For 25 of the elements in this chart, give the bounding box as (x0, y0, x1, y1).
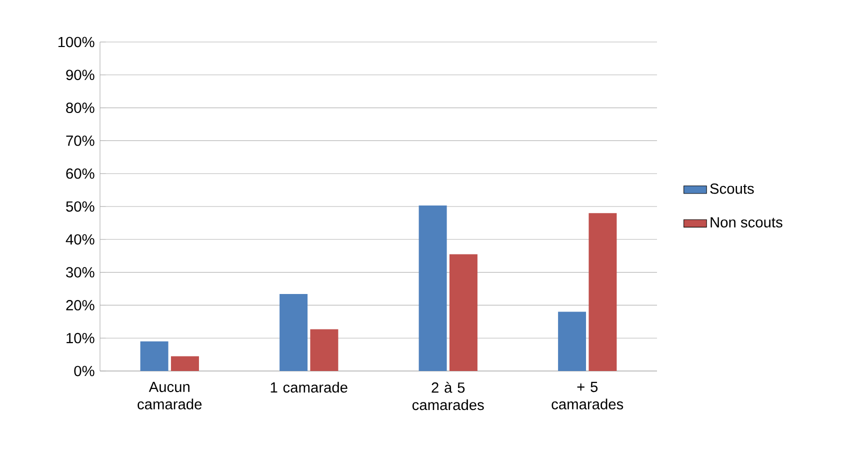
y-tick-label: 70% (66, 136, 94, 146)
y-tick-label: 60% (66, 168, 94, 179)
bar (558, 312, 586, 371)
legend-label: Non scouts (710, 217, 782, 228)
bar (280, 294, 308, 371)
x-tick-label: 2 à 5 camarades (412, 382, 484, 410)
bar (449, 254, 478, 371)
y-tick-label: 100% (58, 36, 94, 48)
y-tick-label: 0% (74, 366, 94, 376)
y-tick-label: 40% (66, 234, 94, 245)
y-tick-label: 30% (66, 267, 94, 278)
bar (170, 356, 199, 371)
bar (588, 213, 617, 371)
bar (418, 206, 447, 371)
x-tick-label: 1 camarade (270, 382, 348, 393)
x-tick-label: Aucun camarade (138, 382, 202, 410)
y-tick-label: 80% (66, 102, 94, 113)
x-tick-label: + 5 camarades (552, 382, 624, 410)
y-tick-label: 10% (66, 332, 94, 344)
y-tick-label: 50% (66, 201, 94, 212)
legend-label: Scouts (710, 183, 754, 194)
y-tick-label: 20% (66, 300, 94, 310)
bar (310, 329, 338, 371)
bar (140, 341, 168, 371)
y-tick-label: 90% (66, 70, 94, 80)
